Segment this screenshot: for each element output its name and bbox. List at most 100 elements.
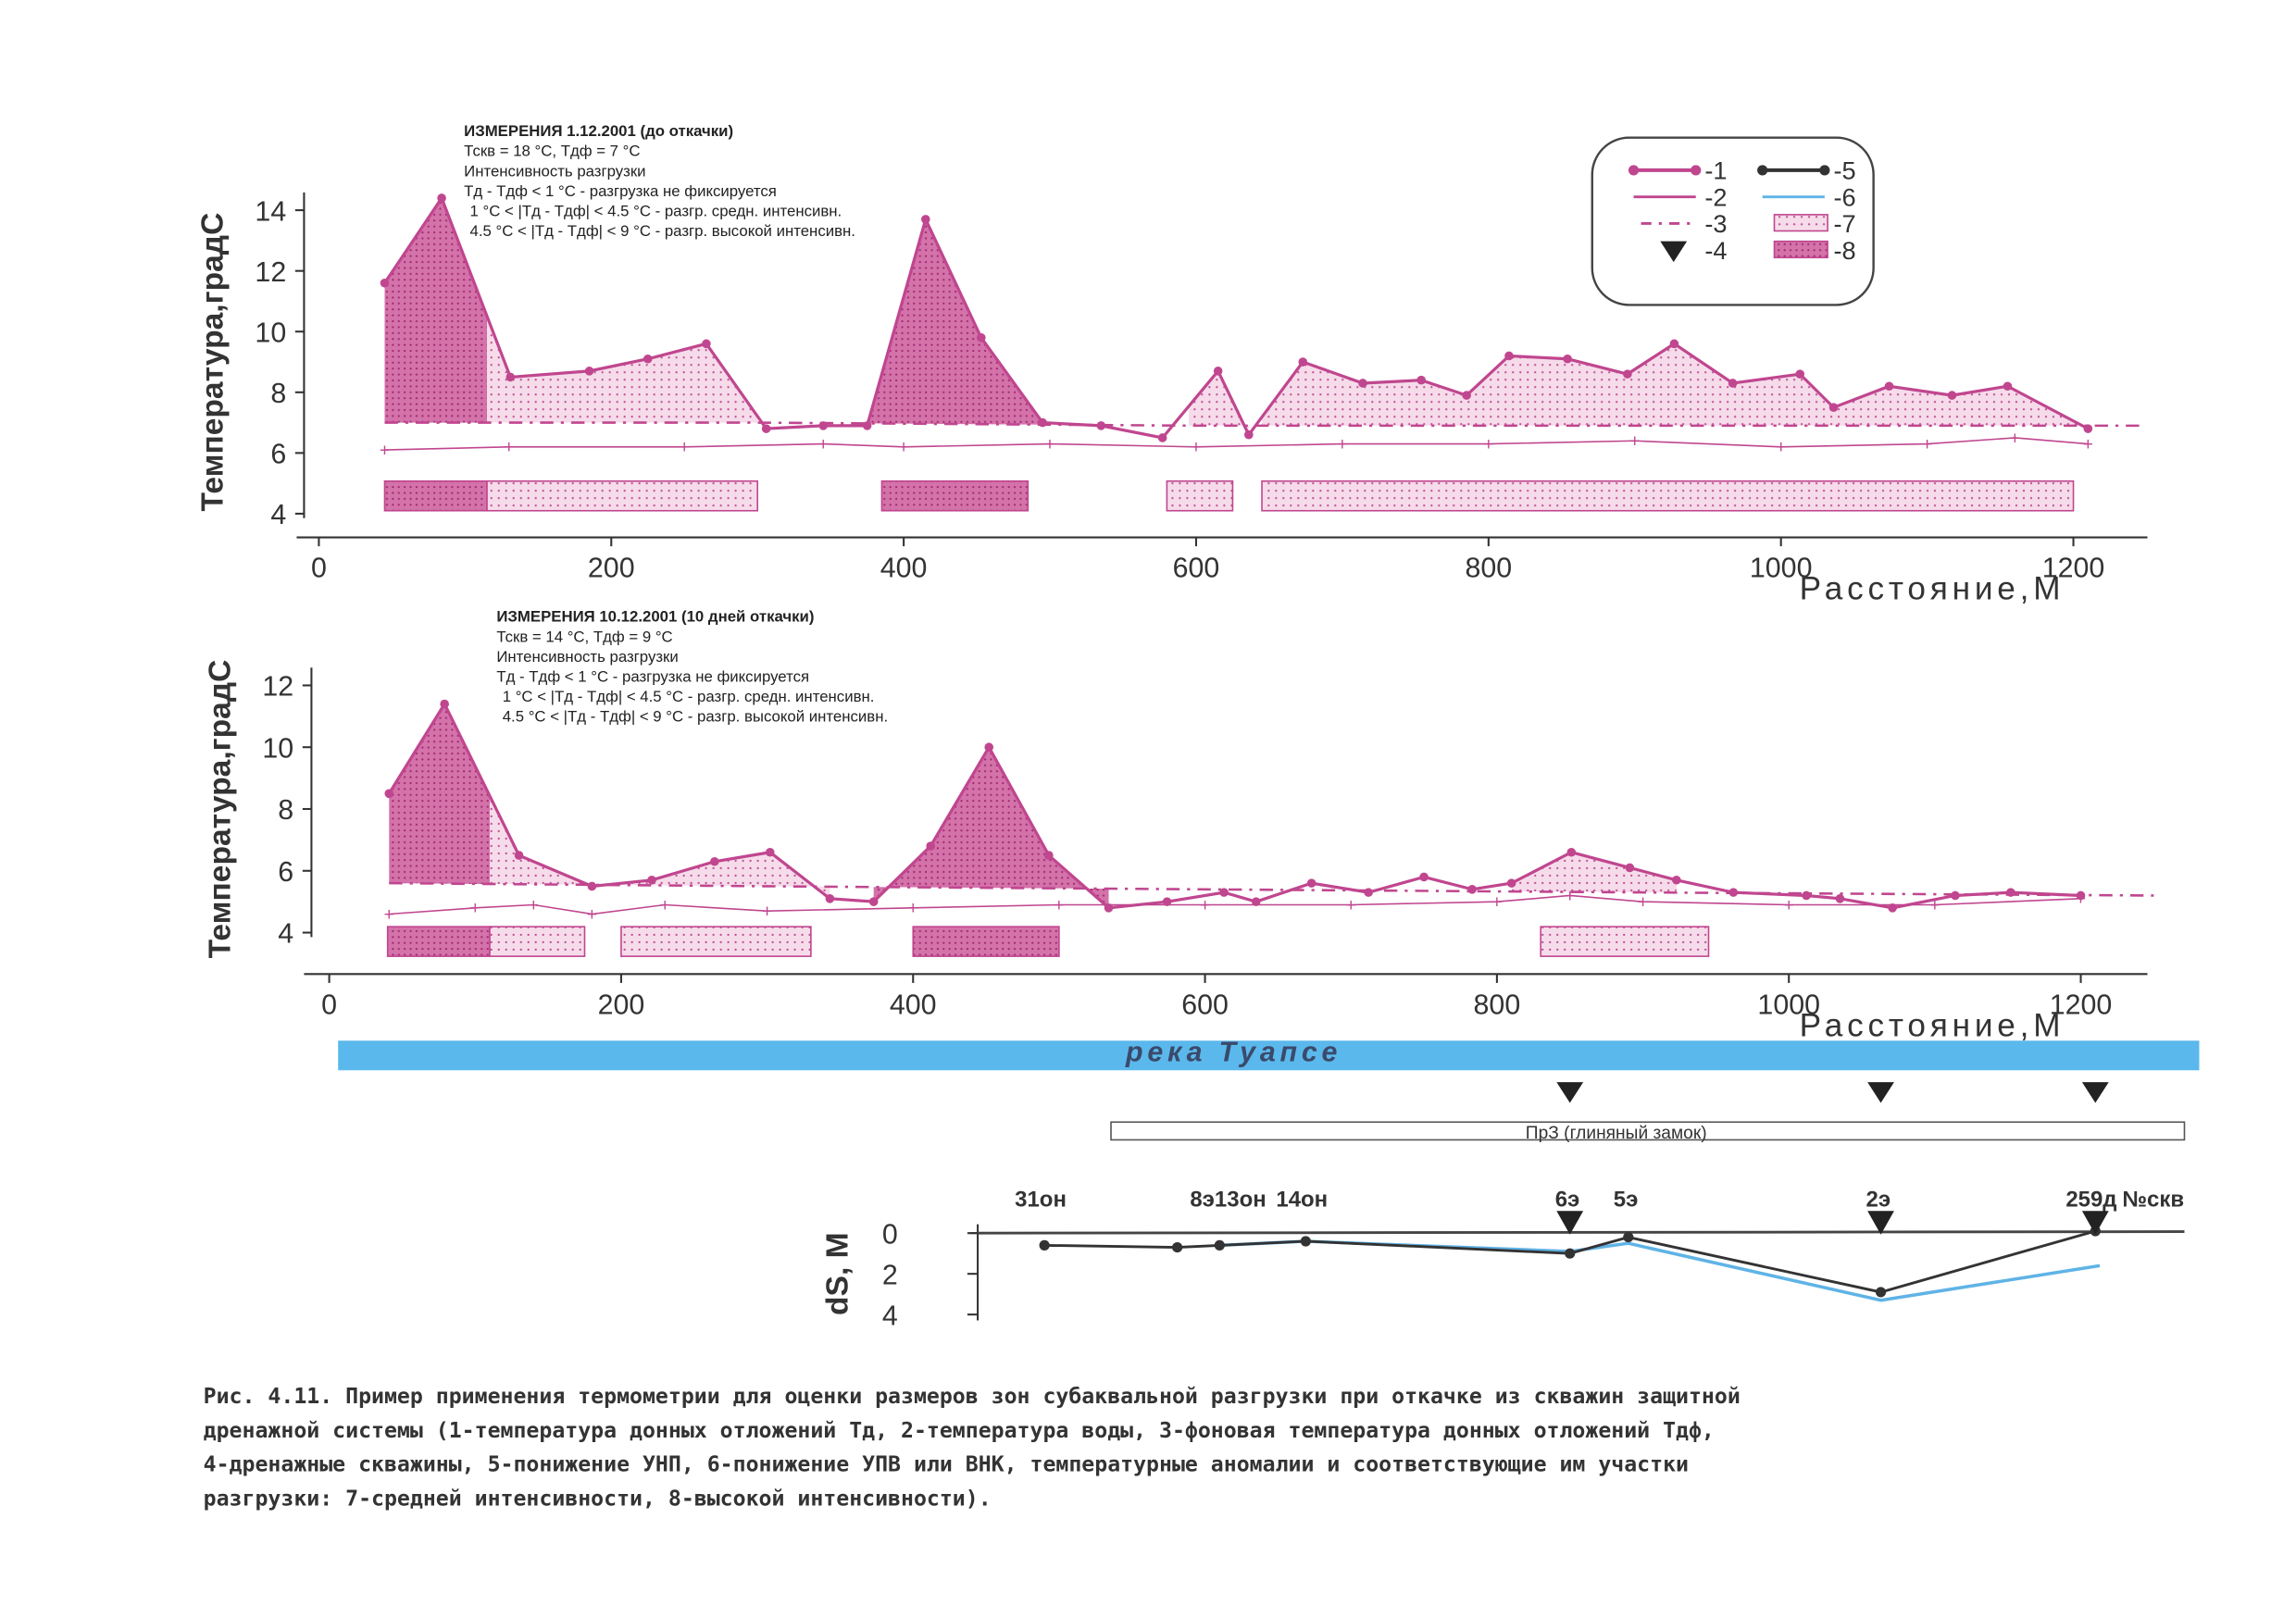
series-2-point: + (2083, 435, 2093, 454)
legend-marker (1757, 165, 1768, 176)
y-axis-label: dS, M (820, 1232, 855, 1315)
y-tick-label: 10 (255, 317, 286, 348)
series-1-point (710, 856, 719, 866)
series-1-point (1951, 890, 1960, 901)
caption-line: разгрузки: 7-средней интенсивности, 8-вы… (204, 1486, 992, 1511)
series-5-point (1565, 1248, 1576, 1259)
annotation-line: 4.5 °С < |Тд - Тдф| < 9 °С - разгр. высо… (503, 708, 888, 726)
series-2-point: + (384, 905, 394, 925)
series-1-point (1306, 878, 1316, 888)
y-tick-label: 6 (278, 856, 293, 888)
series-2-point: + (1483, 435, 1493, 454)
legend-marker (1691, 165, 1702, 176)
caption-line: 4-дренажные скважины, 5-понижение УНП, 6… (204, 1452, 1689, 1477)
series-1-point (702, 339, 711, 349)
annotation-line: 1 °С < |Тд - Тдф| < 4.5 °С - разгр. сред… (503, 688, 875, 705)
legend-label-2: -2 (1704, 182, 1727, 211)
drain-well-triangle-icon (1556, 1211, 1584, 1235)
y-tick-label: 6 (270, 439, 286, 470)
annotation-line: Тскв = 14 °С, Тдф = 9 °С (496, 628, 672, 645)
wells-header: №скв (2122, 1187, 2184, 1212)
series-1-point (1828, 403, 1839, 412)
legend-box (1591, 136, 1875, 306)
series-2-point: + (899, 438, 909, 457)
series-5-line (1044, 1229, 2096, 1294)
discharge-zone-7 (1261, 479, 2075, 512)
annotation-line: Интенсивность разгрузки (464, 162, 645, 180)
series-2-point: + (908, 899, 918, 918)
series-5-point (1172, 1241, 1183, 1253)
anomaly-fill-8 (384, 197, 488, 423)
x-tick-label: 400 (890, 989, 937, 1020)
drain-wells (1556, 1082, 2109, 1103)
series-1-point (2083, 424, 2093, 433)
series-1-point (1157, 433, 1167, 442)
x-tick-label: 200 (588, 553, 635, 584)
x-tick-label: 0 (311, 553, 327, 584)
series-3-background-line (384, 421, 2147, 428)
series-1-point (1623, 369, 1632, 379)
series-1-sediment-line (387, 701, 2081, 910)
annotation-line: Тд - Тдф < 1 °С - разгрузка не фиксирует… (464, 182, 777, 200)
legend-label-6: -6 (1833, 182, 1855, 211)
series-1-point (868, 897, 879, 906)
y-tick-label: 12 (255, 256, 286, 288)
river-label: река Туапсе (1125, 1037, 1341, 1068)
legend: -1 -5 -2 -6 -3 -7 -4 -8 (1591, 136, 1875, 306)
annotation-line: Тд - Тдф < 1 °С - разгрузка не фиксирует… (496, 667, 809, 685)
clay-lock: ПрЗ (глиняный замок) (1110, 1121, 2186, 1143)
series-1-point (818, 421, 829, 430)
y-tick-label: 4 (882, 1300, 898, 1331)
series-2-point: + (587, 905, 597, 925)
caption-line: Рис. 4.11. Пример применения термометрии… (204, 1384, 1741, 1409)
series-2-point: + (1638, 893, 1648, 913)
well-label: 2э (1866, 1187, 1891, 1212)
legend-label-1: -1 (1704, 156, 1727, 185)
annotation-line: Тскв = 18 °С, Тдф = 7 °С (464, 143, 640, 160)
series-1-point (1563, 354, 1572, 364)
series-2-point: + (380, 441, 390, 460)
well-label: 259д (2065, 1187, 2116, 1212)
legend-label-5: -5 (1833, 156, 1855, 185)
series-1-point (1728, 379, 1738, 388)
annotation-line: ИЗМЕРЕНИЯ 1.12.2001 (до откачки) (464, 122, 733, 140)
y-tick-label: 4 (270, 499, 286, 530)
river-band (338, 1040, 2200, 1071)
series-1-point (380, 278, 390, 288)
series-2-point: + (660, 896, 670, 915)
series-2-point: + (1191, 438, 1201, 457)
series-1-point (505, 372, 516, 382)
discharge-zone-7 (620, 926, 812, 957)
ground-level-line (978, 1230, 2185, 1235)
series-2-point: + (1784, 896, 1794, 915)
well-label: 14он (1276, 1187, 1328, 1212)
anomaly-fill-7 (1262, 343, 2089, 429)
series-2-point: + (680, 438, 690, 457)
drawdown-chart: 0 2 4 dS, M 31он 8э13он 14он 6э 5э 2э 259д №скв (820, 1187, 2185, 1331)
series-2-point: + (1346, 896, 1356, 915)
series-2-water-line (384, 437, 2089, 451)
x-tick-label: 200 (598, 989, 645, 1020)
discharge-zone-8 (383, 479, 488, 512)
series-2-point: + (1337, 435, 1347, 454)
series-1-point (1835, 894, 1845, 903)
legend-marker (1628, 165, 1640, 176)
series-1-point (384, 789, 394, 799)
anomaly-fill-8 (873, 747, 1109, 908)
discharge-zone-7 (1166, 479, 1234, 512)
series-2-point: + (1491, 893, 1502, 913)
x-tick-label: 1000 (1750, 553, 1813, 584)
series-1-point (1566, 847, 1577, 857)
series-5-point (1214, 1239, 1225, 1251)
drain-well-triangle-icon (2081, 1082, 2109, 1103)
series-1-point (440, 699, 449, 709)
series-1-point (1162, 897, 1172, 906)
legend-marker (1819, 165, 1830, 176)
annotation-line: 4.5 °С < |Тд - Тдф| < 9 °С - разгр. высо… (470, 222, 855, 240)
y-axis-label: Температура,градС (195, 213, 230, 512)
series-1-point (1504, 351, 1514, 361)
series-1-point (1672, 875, 1681, 885)
y-tick-label: 10 (262, 732, 293, 764)
x-tick-label: 400 (880, 553, 928, 584)
